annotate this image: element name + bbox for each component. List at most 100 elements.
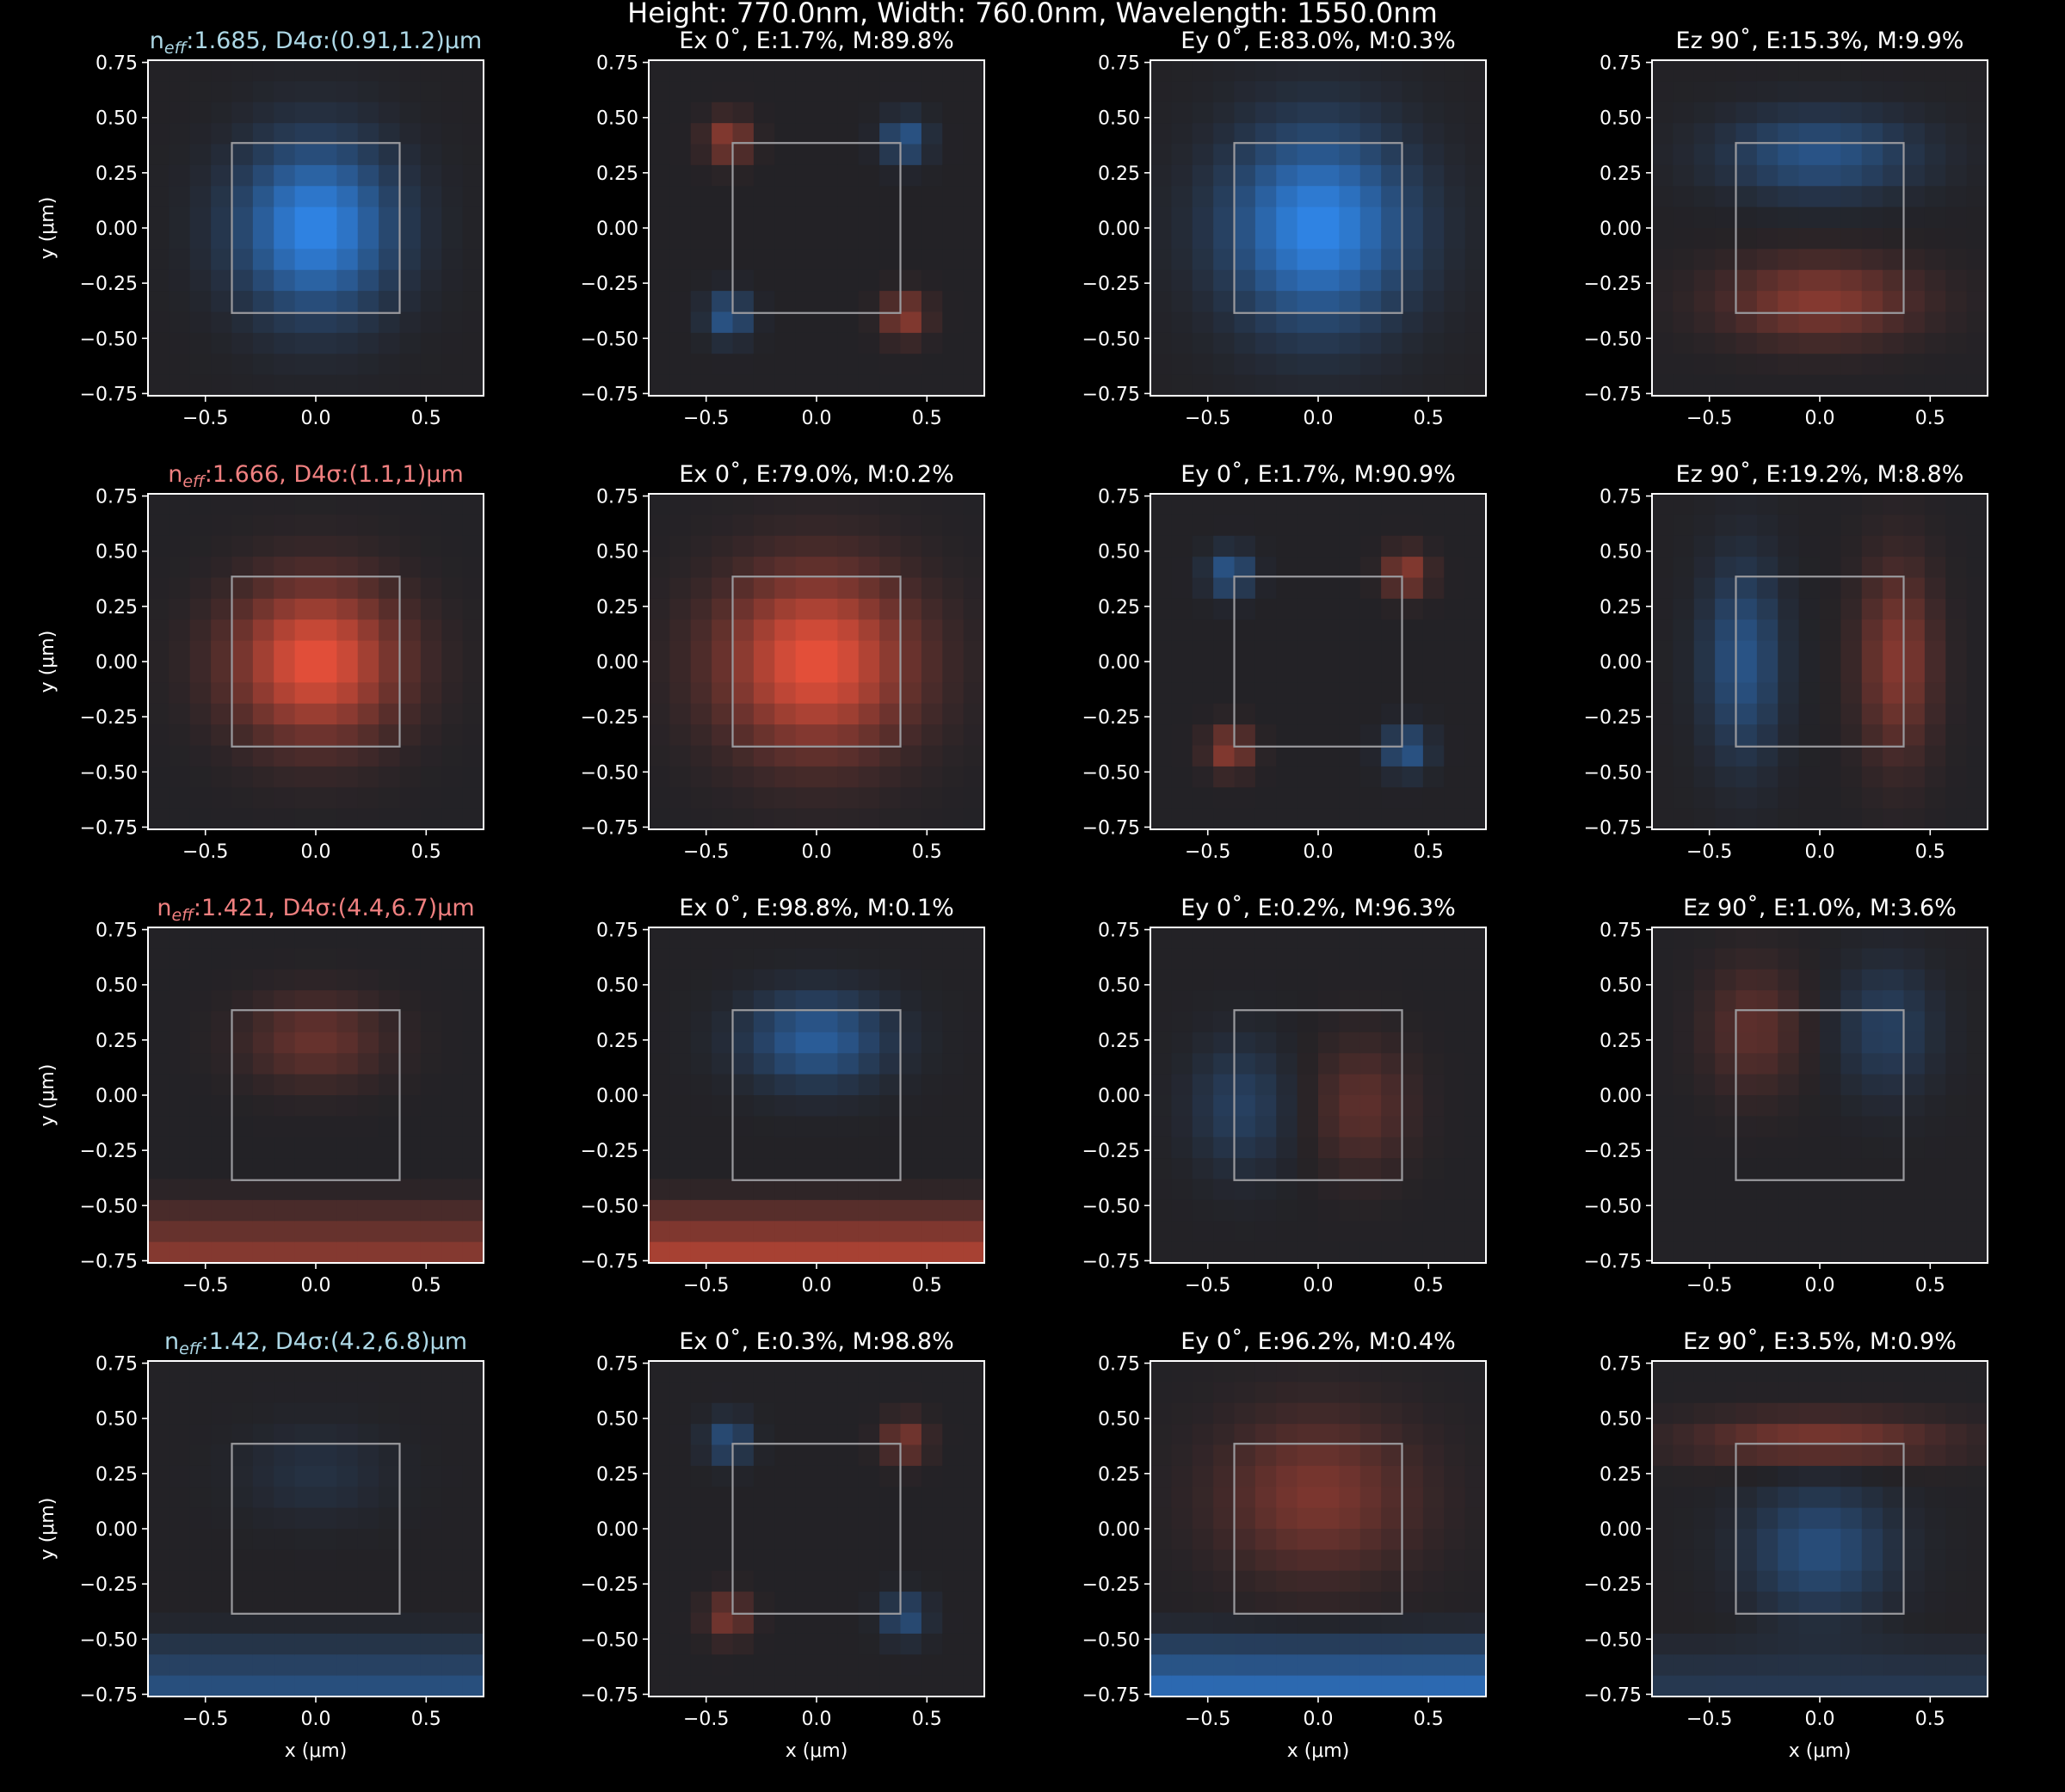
- heatmap-cell: [753, 1487, 775, 1509]
- heatmap-cell: [169, 927, 191, 949]
- heatmap-cell: [462, 1095, 484, 1117]
- heatmap-cell: [1171, 787, 1193, 810]
- heatmap-cell: [900, 123, 922, 145]
- heatmap-cell: [336, 1549, 359, 1572]
- heatmap-cell: [753, 1158, 775, 1180]
- heatmap-cell: [420, 598, 442, 620]
- heatmap-cell: [963, 102, 985, 124]
- heatmap-cell: [1444, 1654, 1466, 1677]
- heatmap-cell: [942, 1570, 965, 1592]
- x-tick-label: 0.0: [1304, 1275, 1334, 1296]
- heatmap-cell: [879, 354, 902, 376]
- heatmap-cell: [1422, 1592, 1445, 1614]
- heatmap-cell: [1820, 354, 1841, 376]
- heatmap-cell: [1840, 969, 1863, 991]
- heatmap-cell: [1756, 494, 1778, 515]
- heatmap-cell: [357, 1179, 379, 1201]
- heatmap-cell: [1150, 1136, 1172, 1159]
- heatmap-cell: [420, 81, 442, 103]
- heatmap-cell: [1673, 1402, 1695, 1425]
- heatmap-cell: [774, 164, 797, 187]
- heatmap-cell: [148, 1095, 170, 1117]
- heatmap-cell: [462, 1402, 484, 1425]
- heatmap-cell: [1234, 514, 1256, 537]
- heatmap-cell: [399, 990, 422, 1013]
- heatmap-cell: [1798, 1382, 1821, 1404]
- heatmap-cell: [1339, 787, 1361, 810]
- heatmap-cell: [189, 311, 212, 334]
- heatmap-cell: [1903, 1116, 1926, 1138]
- heatmap-cell: [1254, 1465, 1277, 1487]
- heatmap-cell: [1840, 144, 1863, 166]
- heatmap-cell: [211, 206, 233, 229]
- y-tick-label: 0.00: [1600, 1086, 1642, 1107]
- heatmap-cell: [1254, 1116, 1277, 1138]
- heatmap-cell: [189, 535, 212, 557]
- heatmap-cell: [189, 1612, 212, 1635]
- heatmap-cell: [900, 724, 922, 747]
- heatmap-cell: [1903, 1507, 1926, 1530]
- heatmap-cell: [1359, 1592, 1382, 1614]
- heatmap-cell: [1318, 1612, 1340, 1635]
- heatmap-cell: [1693, 1116, 1716, 1138]
- heatmap-cell: [441, 1487, 464, 1509]
- heatmap-cell: [1798, 1549, 1821, 1572]
- heatmap-cell: [921, 1654, 943, 1677]
- heatmap-cell: [211, 927, 233, 949]
- heatmap-cell: [1234, 1465, 1256, 1487]
- heatmap-cell: [1150, 619, 1172, 642]
- heatmap-cell: [1402, 990, 1424, 1013]
- heatmap-cell: [1359, 249, 1382, 271]
- heatmap-cell: [1234, 1199, 1256, 1222]
- heatmap-cell: [900, 808, 922, 830]
- heatmap-cell: [1693, 228, 1716, 249]
- heatmap-cell: [879, 1570, 902, 1592]
- heatmap-cell: [1945, 1424, 1968, 1446]
- heatmap-cell: [148, 1675, 170, 1697]
- heatmap-cell: [1735, 1549, 1758, 1572]
- heatmap-cell: [1444, 1444, 1466, 1467]
- heatmap-cell: [1945, 1158, 1968, 1180]
- heatmap-cell: [774, 228, 797, 249]
- heatmap-cell: [1402, 494, 1424, 515]
- heatmap-cell: [817, 1612, 838, 1635]
- heatmap-cell: [420, 311, 442, 334]
- heatmap-cell: [1254, 662, 1277, 683]
- heatmap-cell: [795, 1529, 817, 1550]
- heatmap-cell: [1444, 577, 1466, 600]
- heatmap-cell: [1381, 1221, 1403, 1243]
- heatmap-cell: [753, 703, 775, 725]
- heatmap-cell: [169, 123, 191, 145]
- heatmap-cell: [1402, 766, 1424, 788]
- heatmap-cell: [1715, 598, 1737, 620]
- heatmap-cell: [1444, 144, 1466, 166]
- heatmap-cell: [963, 682, 985, 705]
- heatmap-cell: [1798, 969, 1821, 991]
- heatmap-cell: [690, 1654, 712, 1677]
- heatmap-cell: [858, 60, 880, 82]
- heatmap-cell: [649, 1241, 670, 1264]
- heatmap-cell: [1945, 927, 1968, 949]
- heatmap-cell: [774, 291, 797, 313]
- heatmap-cell: [1735, 144, 1758, 166]
- heatmap-cell: [357, 1095, 379, 1117]
- heatmap-cell: [1171, 164, 1193, 187]
- heatmap-cell: [1318, 1570, 1340, 1592]
- heatmap-cell: [1276, 332, 1298, 354]
- heatmap-cell: [1422, 1241, 1445, 1264]
- heatmap-cell: [1861, 354, 1883, 376]
- heatmap-cell: [1381, 577, 1403, 600]
- heatmap-cell: [1715, 1633, 1737, 1655]
- heatmap-cell: [1359, 619, 1382, 642]
- heatmap-cell: [1924, 808, 1946, 830]
- heatmap-cell: [1673, 332, 1695, 354]
- heatmap-cell: [1735, 1654, 1758, 1677]
- heatmap-cell: [441, 249, 464, 271]
- heatmap-cell: [1861, 1116, 1883, 1138]
- heatmap-cell: [1422, 703, 1445, 725]
- heatmap-cell: [1652, 1570, 1674, 1592]
- heatmap-cell: [774, 766, 797, 788]
- heatmap-cell: [1254, 1487, 1277, 1509]
- heatmap-cell: [1254, 81, 1277, 103]
- heatmap-cell: [1945, 1549, 1968, 1572]
